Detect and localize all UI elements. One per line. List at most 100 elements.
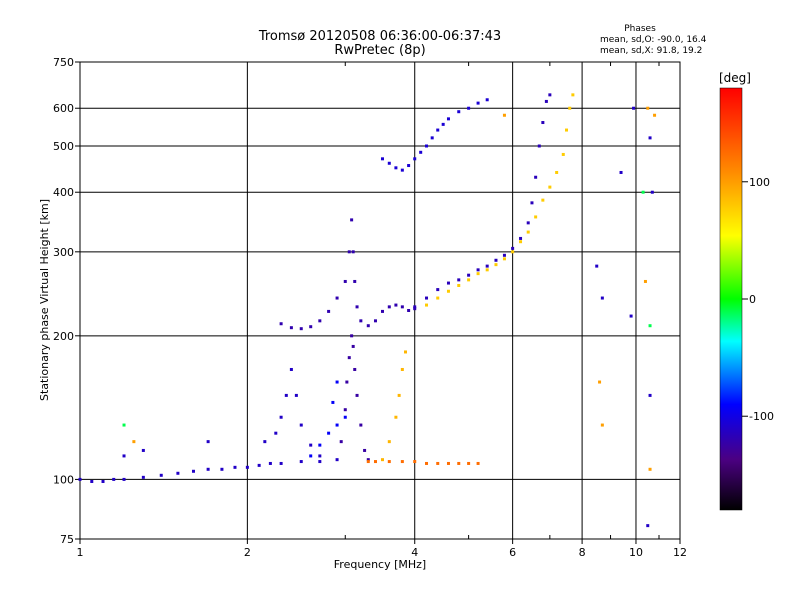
data-point: [446, 281, 450, 285]
data-point: [544, 99, 548, 103]
data-point: [101, 479, 105, 483]
colorbar-ticks: 100 0 -100: [742, 176, 774, 423]
data-point: [534, 215, 538, 219]
data-point: [485, 264, 489, 268]
data-point: [394, 166, 398, 170]
data-point: [350, 218, 354, 222]
data-point: [335, 423, 339, 427]
data-point: [245, 465, 249, 469]
y-tick-label: 75: [60, 533, 74, 546]
data-point: [400, 367, 404, 371]
data-point: [279, 415, 283, 419]
data-point: [380, 458, 384, 462]
data-point: [394, 415, 398, 419]
data-point: [526, 230, 530, 234]
data-point: [519, 236, 523, 240]
data-point: [476, 101, 480, 105]
phase-box-line2: mean, sd,X: 91.8, 19.2: [600, 46, 702, 56]
data-point: [446, 461, 450, 465]
data-point: [436, 128, 440, 132]
data-point: [565, 128, 569, 132]
data-point: [141, 448, 145, 452]
data-point: [400, 460, 404, 464]
chart-title-line2: RwPretec (8p): [334, 43, 425, 58]
data-point: [467, 461, 471, 465]
data-point: [309, 454, 313, 458]
data-point: [400, 168, 404, 172]
data-point: [347, 250, 351, 254]
data-point: [274, 431, 278, 435]
data-point: [648, 393, 652, 397]
data-point: [436, 288, 440, 292]
data-point: [600, 296, 604, 300]
data-point: [257, 463, 261, 467]
data-point: [534, 175, 538, 179]
data-point: [347, 356, 351, 360]
data-point: [650, 190, 654, 194]
data-point: [502, 257, 506, 261]
data-point: [387, 460, 391, 464]
data-point: [648, 467, 652, 471]
data-point: [309, 443, 313, 447]
x-tick-label: 4: [411, 546, 418, 559]
data-point: [511, 250, 515, 254]
data-point: [299, 460, 303, 464]
data-point: [387, 305, 391, 309]
data-point: [387, 440, 391, 444]
data-point: [366, 324, 370, 328]
data-point: [343, 408, 347, 412]
data-point: [407, 164, 411, 168]
data-point: [571, 93, 575, 97]
data-point: [331, 400, 335, 404]
colorbar-tick-label: 100: [749, 176, 770, 189]
data-point: [425, 296, 429, 300]
data-point: [327, 431, 331, 435]
data-point: [289, 367, 293, 371]
data-point: [643, 279, 647, 283]
phase-box-title: Phases: [624, 24, 656, 34]
data-point: [400, 305, 404, 309]
data-point: [284, 393, 288, 397]
data-point: [309, 325, 313, 329]
data-point: [600, 423, 604, 427]
chart-title-line1: Tromsø 20120508 06:36:00-06:37:43: [258, 29, 501, 44]
data-point: [132, 440, 136, 444]
data-point: [122, 423, 126, 427]
data-point: [457, 461, 461, 465]
data-point: [78, 477, 82, 481]
data-point: [351, 250, 355, 254]
x-tick-label: 2: [244, 546, 251, 559]
data-point: [318, 443, 322, 447]
data-point: [467, 273, 471, 277]
data-point: [335, 380, 339, 384]
data-point: [380, 309, 384, 313]
data-point: [494, 263, 498, 267]
data-point: [476, 272, 480, 276]
data-point: [112, 477, 116, 481]
data-point: [548, 93, 552, 97]
data-point: [646, 106, 650, 110]
data-point: [373, 319, 377, 323]
data-point: [561, 152, 565, 156]
data-point: [373, 460, 377, 464]
data-point: [90, 479, 94, 483]
data-point: [404, 350, 408, 354]
data-point: [159, 473, 163, 477]
data-point: [467, 106, 471, 110]
data-point: [457, 110, 461, 114]
y-tick-label: 300: [53, 246, 74, 259]
grid-lines: [80, 62, 680, 539]
data-point: [653, 113, 657, 117]
data-point: [485, 98, 489, 102]
data-point: [343, 279, 347, 283]
data-point: [641, 190, 645, 194]
data-point: [289, 326, 293, 330]
colorbar: [719, 87, 743, 511]
data-point: [467, 278, 471, 282]
data-point: [530, 201, 534, 205]
data-points: [78, 93, 657, 528]
data-point: [353, 367, 357, 371]
data-point: [629, 314, 633, 318]
data-point: [176, 471, 180, 475]
data-point: [436, 296, 440, 300]
